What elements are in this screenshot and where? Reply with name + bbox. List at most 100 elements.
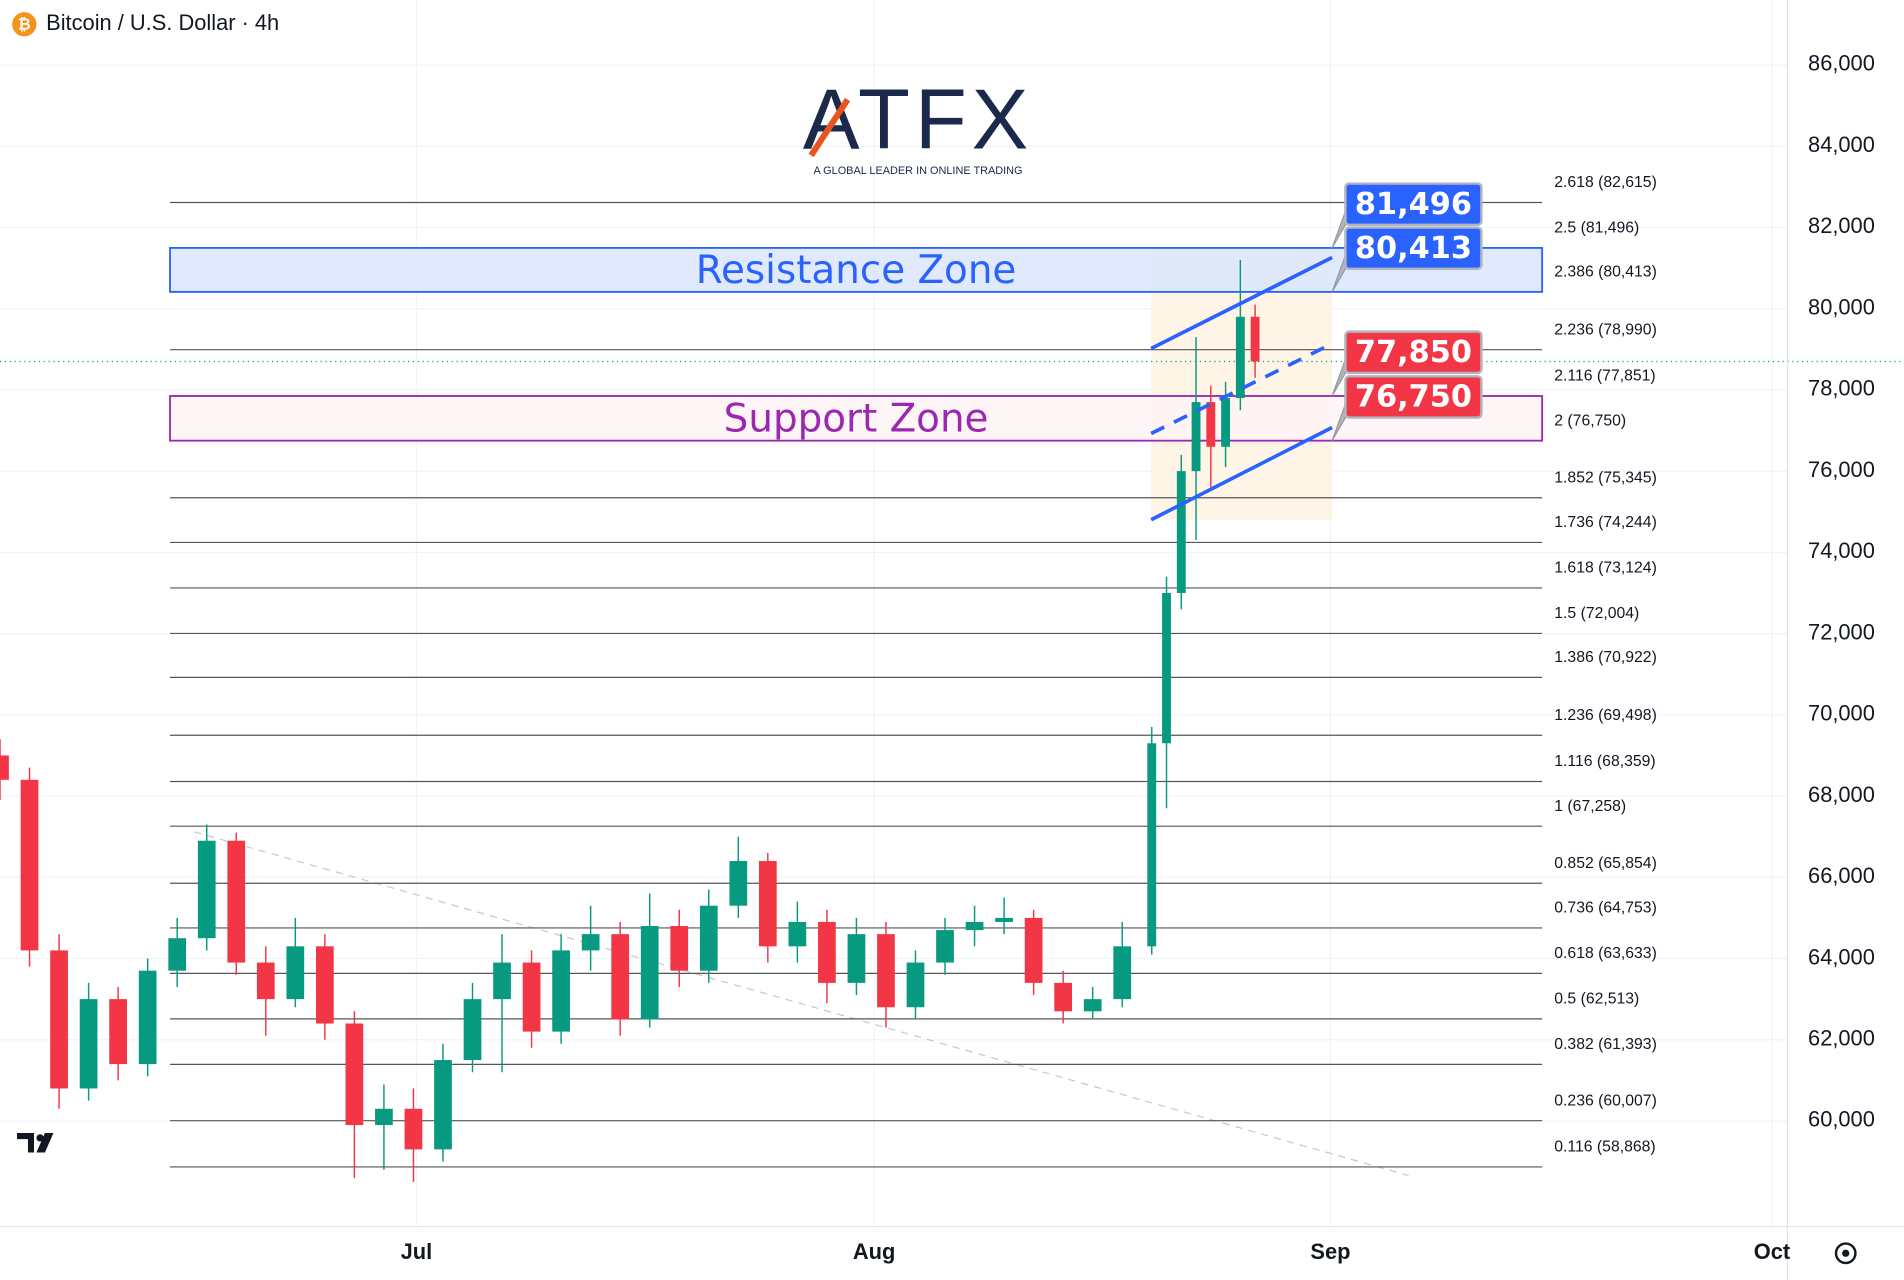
x-tick-label: Sep: [1310, 1239, 1350, 1264]
candle-body: [1113, 946, 1132, 1000]
candle-body: [1024, 917, 1043, 983]
gear-center[interactable]: [1842, 1249, 1850, 1257]
tv-logo: [17, 1133, 54, 1153]
candle-body: [286, 946, 305, 1000]
channel-lower: [1150, 425, 1333, 522]
price-tag: [1344, 182, 1483, 227]
candle-body: [345, 1023, 364, 1126]
candle-body: [847, 934, 866, 983]
price-tag: [1344, 330, 1483, 375]
y-tick-label: 60,000: [1808, 1107, 1875, 1132]
candle-body: [965, 921, 984, 931]
price-tag: [1344, 226, 1483, 271]
chart-title: Bitcoin / U.S. Dollar · 4h: [46, 10, 279, 35]
price-tag-label: 77,850: [1355, 335, 1472, 370]
fib-label: 2.386 (80,413): [1554, 264, 1657, 281]
fib-label: 1.736 (74,244): [1554, 514, 1657, 531]
fib-label: 2 (76,750): [1554, 412, 1626, 429]
y-tick-label: 72,000: [1808, 619, 1875, 644]
zones: Resistance Zone Support Zone: [169, 247, 1544, 442]
price-tag-label: 76,750: [1355, 380, 1472, 415]
candle-body: [995, 917, 1013, 922]
candle-body: [1054, 982, 1073, 1012]
candle-body: [1147, 743, 1157, 947]
y-tick-label: 74,000: [1808, 538, 1875, 563]
candle-body: [1176, 471, 1186, 593]
candle-body: [611, 934, 630, 1020]
brand-logo: ATFX: [803, 73, 1033, 168]
candles: [0, 259, 1904, 1182]
fib-label: 1.852 (75,345): [1554, 469, 1657, 486]
x-tick-label: Aug: [853, 1239, 895, 1264]
candle-body: [1221, 398, 1231, 447]
brand-accent: [808, 97, 851, 158]
y-tick-label: 78,000: [1808, 376, 1875, 401]
zone-box: [169, 247, 1544, 293]
fib-label: 0.852 (65,854): [1554, 855, 1657, 872]
y-tick-label: 68,000: [1808, 782, 1875, 807]
candle-body: [1083, 999, 1102, 1012]
candle-body: [1250, 316, 1260, 362]
candle-body: [50, 950, 68, 1089]
x-tick-label: Oct: [1754, 1239, 1790, 1264]
candle-body: [0, 755, 9, 780]
candle-body: [138, 970, 157, 1065]
axes: 60,000 62,000 64,000 66,000 68,000 70,000 72,0…: [401, 51, 1875, 1264]
candle-body: [877, 934, 895, 1008]
candle-body: [670, 926, 689, 971]
fib-label: 2.618 (82,615): [1554, 174, 1657, 191]
fib-label: 1.116 (68,359): [1554, 753, 1655, 770]
y-tick-label: 62,000: [1808, 1026, 1875, 1051]
fib-label: 0.736 (64,753): [1554, 900, 1657, 917]
fib-label: 0.236 (60,007): [1554, 1092, 1657, 1109]
coin-symbol: ₿: [18, 16, 31, 34]
x-tick-label: Jul: [401, 1239, 433, 1264]
candle-body: [256, 962, 275, 1000]
y-tick-label: 86,000: [1808, 51, 1875, 76]
candle-body: [315, 946, 334, 1024]
candle-body: [552, 950, 570, 1032]
fib-label: 2.116 (77,851): [1554, 368, 1655, 385]
y-tick-label: 80,000: [1808, 294, 1875, 319]
candle-body: [729, 861, 748, 906]
candle-body: [168, 938, 187, 971]
zone-box: [169, 395, 1544, 442]
candle-body: [758, 861, 777, 947]
channel: [1150, 255, 1333, 522]
y-tick-label: 70,000: [1808, 701, 1875, 726]
price-tag-label: 80,413: [1355, 231, 1472, 266]
candle-body: [493, 962, 511, 1000]
candle-body: [1235, 316, 1245, 399]
fib-label: 1.386 (70,922): [1554, 649, 1657, 666]
y-tick-label: 64,000: [1808, 944, 1875, 969]
zone-label: Resistance Zone: [696, 248, 1017, 293]
fib-label: 2.236 (78,990): [1554, 321, 1657, 338]
tv-logo-dot: [36, 1134, 44, 1142]
price-tag: [1344, 375, 1483, 419]
fib-label: 0.116 (58,868): [1554, 1139, 1655, 1156]
settings-button[interactable]: [1834, 1242, 1857, 1265]
candle-body: [640, 926, 659, 1020]
fib-label: 0.618 (63,633): [1554, 945, 1657, 962]
candle-body: [1162, 592, 1171, 744]
y-tick-label: 76,000: [1808, 457, 1875, 482]
candle-body: [109, 999, 127, 1065]
candle-body: [79, 999, 98, 1089]
fib-label: 1.618 (73,124): [1554, 560, 1657, 577]
grid: [0, 0, 1788, 1227]
candle-body: [581, 934, 600, 951]
trend-line: [194, 831, 1409, 1177]
candle-body: [906, 962, 925, 1008]
fib-label: 0.382 (61,393): [1554, 1036, 1657, 1053]
gear-icon[interactable]: [1834, 1242, 1857, 1265]
candle-body: [1206, 402, 1216, 447]
fib-label: 2.5 (81,496): [1554, 220, 1639, 237]
candle-body: [818, 921, 836, 983]
zone-label: Support Zone: [724, 396, 989, 441]
y-tick-label: 82,000: [1808, 213, 1875, 238]
brand-tagline: A GLOBAL LEADER IN ONLINE TRADING: [813, 165, 1022, 177]
candle-body: [1191, 402, 1201, 472]
channel-upper: [1150, 255, 1333, 351]
coin-icon: [12, 12, 37, 37]
